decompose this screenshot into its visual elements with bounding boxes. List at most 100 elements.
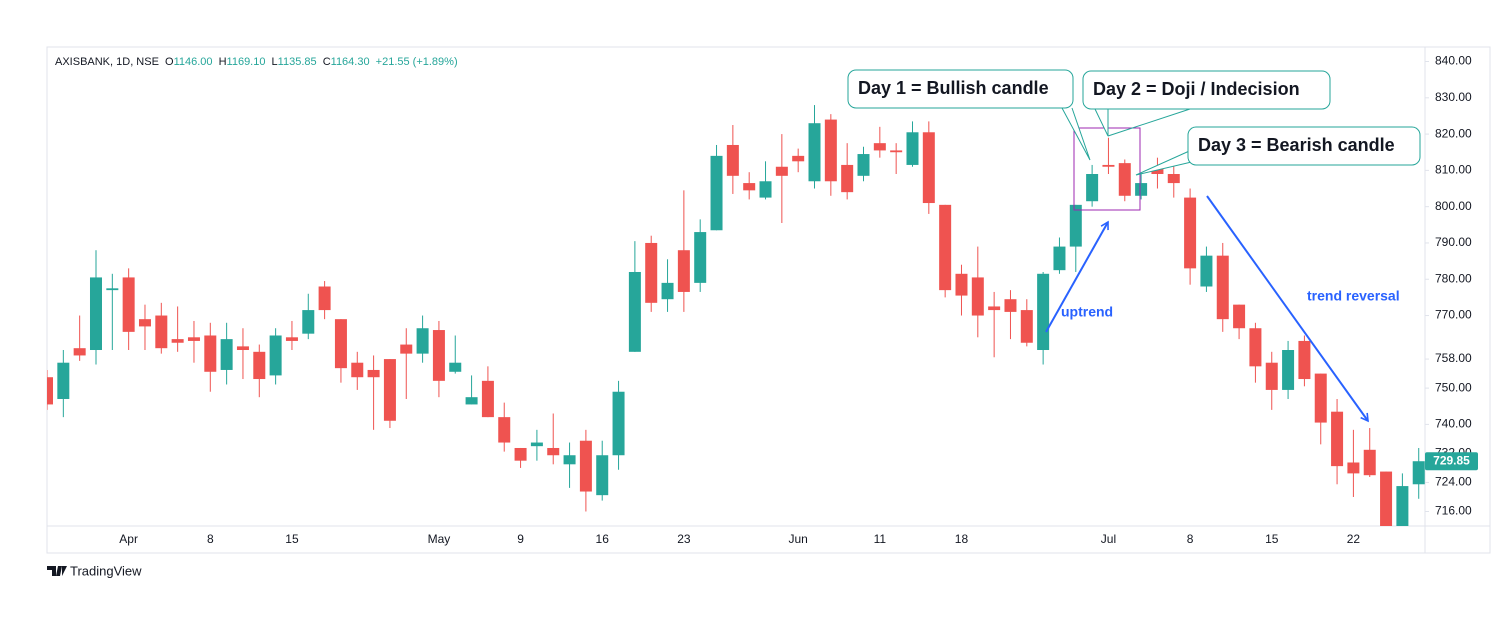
brand: TradingView [47, 563, 142, 578]
y-tick-label: 800.00 [1435, 199, 1472, 213]
y-tick-label: 740.00 [1435, 417, 1472, 431]
candle-body [824, 119, 837, 182]
candle-body [1167, 174, 1180, 184]
candle-body [498, 417, 511, 443]
ohlc-key: C [323, 56, 331, 68]
candle-body [465, 397, 478, 405]
candle-body [530, 442, 543, 447]
y-tick-label: 780.00 [1435, 271, 1472, 285]
candle-body [1331, 411, 1344, 467]
candle-body [416, 328, 429, 354]
candle-body [775, 166, 788, 176]
brand-name: TradingView [70, 563, 142, 578]
candle-body [955, 273, 968, 296]
ohlc-value: 1146.00 [174, 56, 213, 68]
candle-body [351, 362, 364, 378]
candle-body [1396, 486, 1409, 526]
candle-body [1184, 197, 1197, 269]
candle-body [383, 359, 396, 421]
y-tick-label: 770.00 [1435, 308, 1472, 322]
ohlc-key: O [165, 56, 174, 68]
y-tick-label: 820.00 [1435, 126, 1472, 140]
trend-label: uptrend [1061, 304, 1113, 320]
x-tick-label: Jun [789, 532, 808, 546]
y-tick-label: 790.00 [1435, 235, 1472, 249]
callout-box [1187, 126, 1421, 166]
candle-body [1282, 350, 1295, 390]
candle-body [89, 277, 102, 351]
candle-body [596, 455, 609, 496]
candle-body [808, 123, 821, 182]
ohlc-value: 1169.10 [227, 56, 266, 68]
candle-body [710, 155, 723, 231]
x-tick-label: 18 [955, 532, 969, 546]
candle-body [677, 250, 690, 292]
callout-box [1082, 70, 1331, 110]
candle-body [1102, 164, 1115, 167]
last-price-marker [1425, 452, 1478, 471]
candle-body [1053, 246, 1066, 271]
candle-body [841, 164, 854, 193]
x-tick-label: 15 [285, 532, 299, 546]
candle-body [971, 277, 984, 316]
candle-body [432, 330, 445, 381]
candle-body [334, 319, 347, 369]
candles [47, 105, 1425, 526]
change: +21.55 (+1.89%) [376, 56, 458, 68]
candle-body [1363, 449, 1376, 476]
candle-body [449, 362, 462, 372]
candle-body [563, 455, 576, 465]
candle-body [367, 369, 380, 378]
candle-body [645, 242, 658, 303]
x-tick-label: 23 [677, 532, 691, 546]
candle-body [661, 282, 674, 300]
candle-body [1233, 304, 1246, 329]
candle-body [47, 377, 53, 405]
x-tick-label: 9 [517, 532, 524, 546]
ohlc-key: L [272, 56, 278, 68]
candle-body [514, 447, 527, 461]
y-tick-label: 716.00 [1435, 504, 1472, 518]
candle-body [1118, 163, 1131, 196]
candle-body [1216, 255, 1229, 320]
candle-body [988, 306, 1001, 311]
candle-body [122, 277, 135, 332]
candle-body [57, 362, 70, 399]
candle-body [1265, 362, 1278, 390]
callout-tail [1094, 108, 1109, 137]
y-tick-label: 724.00 [1435, 475, 1472, 489]
candle-body [873, 143, 886, 151]
candle-body [155, 315, 168, 349]
candle-body [612, 391, 625, 456]
callout-label: Day 1 = Bullish candle [858, 78, 1049, 98]
annotations: Day 1 = Bullish candle Day 2 = Doji / In… [847, 69, 1421, 423]
candle-body [1200, 255, 1213, 287]
axes: 840.00 830.00 820.00 810.00 800.00 790.00 780.… [119, 54, 1478, 546]
candle-body [939, 204, 952, 291]
x-tick-label: 16 [596, 532, 610, 546]
candle-body [204, 335, 217, 372]
candle-body [1069, 204, 1082, 247]
frame-border [46, 46, 1491, 554]
candle-body [106, 288, 119, 291]
candle-body [481, 380, 494, 418]
candle-body [579, 440, 592, 492]
candle-body [922, 132, 935, 204]
candle-body [1135, 183, 1148, 196]
candle-body [1412, 461, 1425, 485]
trend-label: trend reversal [1307, 288, 1400, 304]
candle-body [285, 337, 298, 341]
y-tick-label: 810.00 [1435, 163, 1472, 177]
candle-body [73, 348, 86, 356]
brand-logo [47, 566, 67, 576]
candle-body [187, 337, 200, 341]
candle-body [726, 144, 739, 176]
x-tick-label: 11 [874, 532, 887, 546]
y-tick-label: 830.00 [1435, 90, 1472, 104]
candle-body [253, 351, 266, 380]
callout-box [847, 69, 1074, 109]
candle-body [171, 339, 184, 343]
candle-body [1086, 174, 1099, 202]
ohlc-key: H [219, 56, 227, 68]
